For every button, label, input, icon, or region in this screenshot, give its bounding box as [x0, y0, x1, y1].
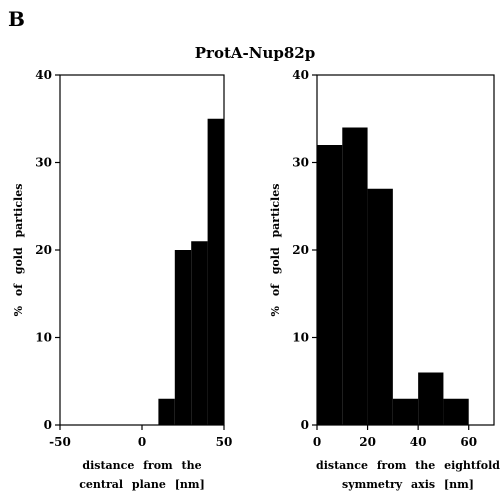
bar-1-1 — [342, 127, 368, 425]
y-tick-label: 20 — [35, 243, 52, 257]
y-axis-label: % of gold particles — [269, 184, 282, 317]
bar-0-2 — [191, 241, 208, 425]
bar-0-0 — [158, 398, 175, 425]
bar-1-3 — [392, 398, 419, 425]
bar-0-1 — [174, 250, 192, 425]
y-tick-label: 40 — [292, 68, 309, 82]
x-tick-label: 40 — [410, 435, 427, 449]
histogram-central-plane: 0 10 20 30 40 -50 0 50 % of gold particles distan… — [12, 68, 232, 491]
panel-label: B — [8, 7, 25, 31]
histogram-symmetry-axis: 0 10 20 30 40 0 20 40 60 % of gold particles dista… — [269, 68, 500, 491]
x-axis-label-line: distance from the — [82, 459, 201, 472]
bar-1-0 — [317, 145, 343, 425]
y-tick-label: 20 — [292, 243, 309, 257]
y-tick-label: 30 — [292, 156, 309, 170]
x-tick-label: 0 — [313, 435, 321, 449]
bar-1-2 — [367, 188, 393, 425]
bar-0-3 — [207, 118, 224, 425]
bar-1-4 — [418, 372, 444, 425]
x-tick-label: 20 — [359, 435, 376, 449]
x-tick-label: -50 — [49, 435, 71, 449]
y-axis-label: % of gold particles — [12, 184, 25, 317]
figure-title: ProtA-Nup82p — [195, 44, 315, 62]
y-tick-label: 0 — [44, 418, 52, 432]
y-tick-label: 10 — [292, 331, 309, 345]
x-axis-label-line: central plane [nm] — [79, 478, 205, 491]
bar-1-5 — [443, 398, 469, 425]
x-axis-label-line: distance from the eightfold — [316, 459, 500, 472]
x-tick-label: 60 — [460, 435, 477, 449]
y-tick-label: 0 — [301, 418, 309, 432]
y-tick-label: 30 — [35, 156, 52, 170]
y-tick-label: 40 — [35, 68, 52, 82]
x-tick-label: 50 — [216, 435, 233, 449]
x-axis-label-line: symmetry axis [nm] — [342, 478, 474, 491]
y-tick-label: 10 — [35, 331, 52, 345]
x-tick-label: 0 — [138, 435, 146, 449]
